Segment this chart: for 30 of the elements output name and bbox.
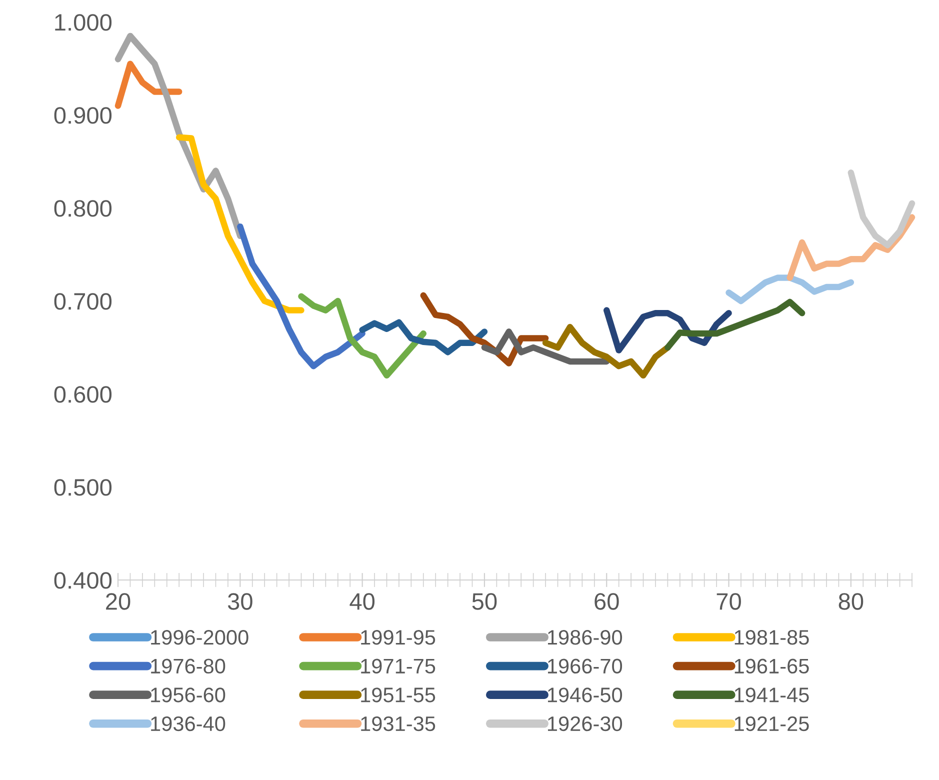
legend-label: 1971-75 <box>361 658 436 674</box>
legend-label: 1951-55 <box>361 688 436 702</box>
x-tick-label: 40 <box>350 593 375 610</box>
legend-label: 1941-45 <box>734 688 809 702</box>
x-tick-label: 30 <box>228 593 252 610</box>
y-tick-label: 0.900 <box>54 107 112 124</box>
legend-label: 1961-65 <box>734 658 809 674</box>
x-tick-label: 80 <box>838 593 864 610</box>
legend-label: 1966-70 <box>548 658 622 674</box>
legend-label: 1981-85 <box>734 630 809 645</box>
legend-label: 1986-90 <box>548 630 622 645</box>
legend-label: 1936-40 <box>151 716 226 732</box>
y-tick-label: 0.400 <box>54 572 112 589</box>
x-tick-label: 70 <box>716 593 741 610</box>
legend-label: 1921-25 <box>734 716 809 732</box>
legend-label: 1996-2000 <box>151 630 248 645</box>
x-tick-label: 50 <box>472 593 497 610</box>
legend-label: 1931-35 <box>361 716 436 732</box>
y-tick-label: 0.800 <box>54 200 112 217</box>
y-tick-label: 0.600 <box>54 386 112 403</box>
y-tick-label: 0.700 <box>54 293 112 310</box>
y-tick-label: 1.000 <box>55 14 112 31</box>
x-tick-label: 60 <box>594 593 619 610</box>
legend-label: 1956-60 <box>151 688 226 702</box>
y-tick-label: 0.500 <box>54 479 112 496</box>
legend-label: 1991-95 <box>361 630 436 645</box>
legend-label: 1946-50 <box>548 688 622 702</box>
legend-label: 1976-80 <box>151 658 226 674</box>
legend-label: 1926-30 <box>548 716 622 732</box>
x-tick-label: 20 <box>106 593 130 610</box>
